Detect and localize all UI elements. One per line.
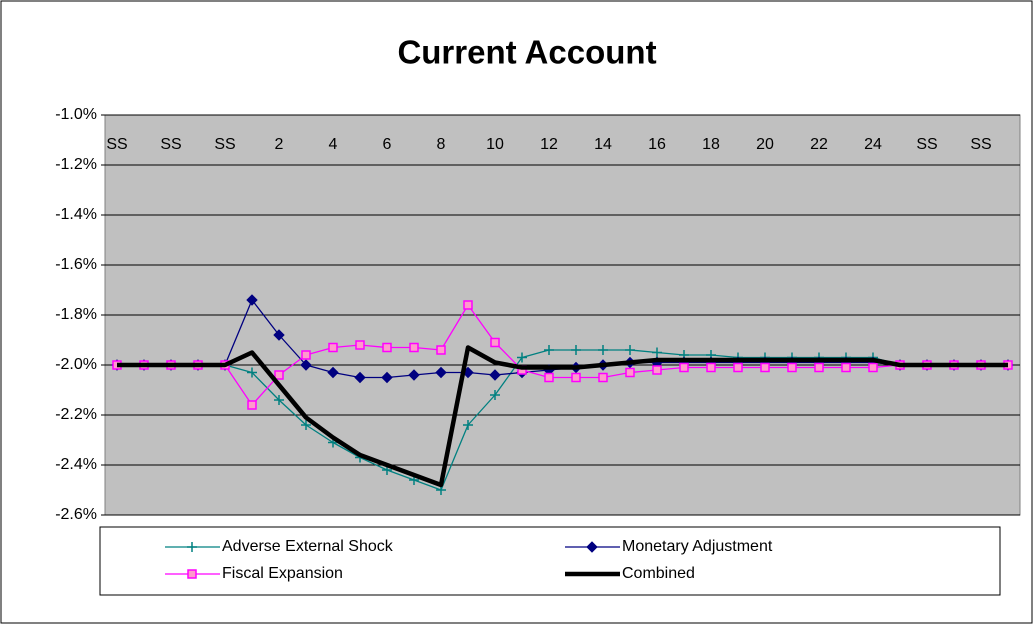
marker bbox=[490, 337, 500, 348]
marker bbox=[787, 362, 797, 373]
marker bbox=[381, 371, 393, 384]
marker bbox=[652, 365, 662, 375]
y-tick-label: -1.0% bbox=[55, 106, 97, 123]
series-line bbox=[117, 304, 1008, 406]
marker bbox=[706, 362, 716, 373]
marker bbox=[274, 370, 284, 380]
x-tick-label: 2 bbox=[275, 136, 284, 153]
marker bbox=[586, 541, 598, 553]
marker bbox=[187, 542, 197, 552]
marker bbox=[733, 362, 743, 373]
legend-label: Combined bbox=[622, 565, 695, 582]
legend-label: Monetary Adjustment bbox=[622, 538, 773, 555]
marker bbox=[625, 367, 635, 378]
x-tick-label: 4 bbox=[329, 136, 338, 153]
marker bbox=[354, 371, 366, 384]
marker bbox=[463, 420, 473, 430]
x-tick-label: SS bbox=[970, 136, 991, 153]
y-tick-label: -2.2% bbox=[55, 406, 97, 423]
marker bbox=[273, 329, 285, 341]
legend-label: Fiscal Expansion bbox=[222, 565, 343, 582]
marker bbox=[679, 362, 689, 373]
chart-title: Current Account bbox=[397, 34, 656, 71]
marker bbox=[544, 372, 554, 383]
marker bbox=[300, 359, 312, 371]
marker bbox=[598, 345, 608, 355]
x-tick-label: SS bbox=[160, 136, 181, 153]
x-tick-label: 12 bbox=[540, 136, 558, 153]
marker bbox=[246, 294, 258, 306]
x-tick-label: 6 bbox=[383, 136, 392, 153]
x-tick-label: 10 bbox=[486, 136, 504, 153]
marker bbox=[187, 569, 197, 579]
y-tick-label: -1.6% bbox=[55, 256, 97, 273]
marker bbox=[489, 369, 501, 381]
x-tick-label: 16 bbox=[648, 136, 666, 153]
marker bbox=[274, 395, 284, 405]
x-tick-label: SS bbox=[916, 136, 937, 153]
x-tick-label: SS bbox=[214, 136, 235, 153]
x-tick-label: 14 bbox=[594, 136, 612, 153]
x-tick-label: 8 bbox=[437, 136, 446, 153]
marker bbox=[327, 366, 339, 379]
y-tick-label: -2.0% bbox=[55, 356, 97, 373]
marker bbox=[625, 345, 635, 355]
marker bbox=[463, 300, 473, 310]
marker bbox=[382, 342, 392, 353]
y-tick-label: -1.4% bbox=[55, 206, 97, 223]
marker bbox=[436, 345, 446, 355]
marker bbox=[408, 369, 420, 381]
legend-label: Adverse External Shock bbox=[222, 538, 394, 555]
y-tick-label: -1.8% bbox=[55, 306, 97, 323]
marker bbox=[868, 362, 878, 373]
x-tick-label: SS bbox=[106, 136, 127, 153]
marker bbox=[841, 362, 851, 373]
x-tick-label: 20 bbox=[756, 136, 774, 153]
series-line bbox=[117, 345, 1008, 488]
marker bbox=[247, 400, 257, 410]
y-tick-label: -1.2% bbox=[55, 156, 97, 173]
marker bbox=[571, 345, 581, 355]
marker bbox=[760, 362, 770, 373]
marker bbox=[517, 352, 527, 363]
marker bbox=[598, 372, 608, 383]
marker bbox=[652, 347, 662, 358]
x-tick-label: 22 bbox=[810, 136, 828, 153]
series-line bbox=[117, 349, 1008, 491]
marker bbox=[247, 367, 257, 378]
marker bbox=[355, 340, 365, 350]
marker bbox=[544, 345, 554, 355]
legend-box bbox=[99, 526, 1001, 596]
marker bbox=[435, 366, 447, 379]
y-tick-label: -2.6% bbox=[55, 506, 97, 523]
y-tick-label: -2.4% bbox=[55, 456, 97, 473]
marker bbox=[301, 350, 311, 360]
marker bbox=[328, 342, 338, 353]
marker bbox=[301, 420, 311, 430]
marker bbox=[490, 390, 500, 400]
x-tick-label: 18 bbox=[702, 136, 720, 153]
marker bbox=[571, 372, 581, 383]
marker bbox=[814, 362, 824, 373]
x-tick-label: 24 bbox=[864, 136, 882, 153]
marker bbox=[409, 342, 419, 353]
